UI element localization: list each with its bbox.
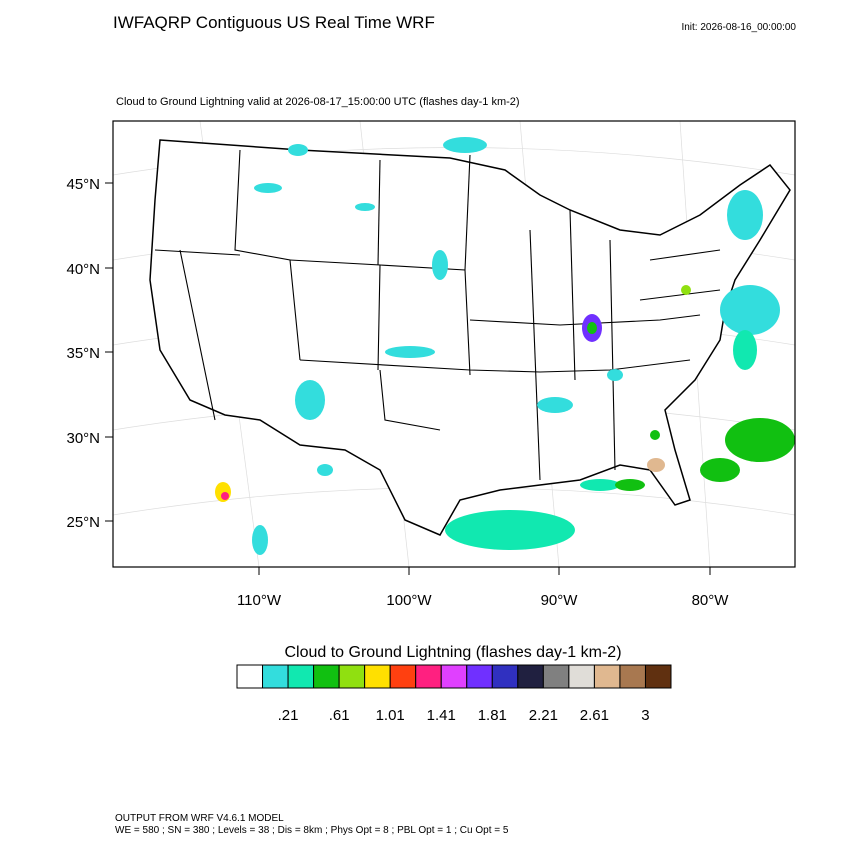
colorbar-label: 3 [641, 707, 649, 724]
lat-label: 45°N [66, 176, 100, 193]
footer-line: WE = 580 ; SN = 380 ; Levels = 38 ; Dis … [115, 825, 509, 836]
colorbar-box [415, 664, 442, 689]
colorbar-title: Cloud to Ground Lightning (flashes day-1… [284, 644, 621, 661]
colorbar-box [619, 664, 646, 689]
lat-label: 30°N [66, 430, 100, 447]
colorbar-box [313, 664, 340, 689]
lat-label: 40°N [66, 261, 100, 278]
map-frame [112, 120, 796, 568]
footer-line: OUTPUT FROM WRF V4.6.1 MODEL [115, 813, 284, 824]
subtitle: Cloud to Ground Lightning valid at 2026-… [116, 96, 520, 108]
colorbar-label: 1.81 [478, 707, 507, 724]
colorbar-box [389, 664, 417, 689]
colorbar-box [644, 664, 672, 689]
colorbar-box [568, 664, 595, 689]
colorbar-box [517, 664, 544, 689]
lightning-light [252, 137, 780, 555]
colorbar-label: .21 [278, 707, 299, 724]
state-lines [154, 149, 721, 481]
lon-label: 110°W [237, 592, 282, 609]
lightning-core [215, 285, 691, 502]
colorbar-box [338, 664, 366, 689]
colorbar-label: 2.21 [529, 707, 558, 724]
colorbar-label: 1.01 [376, 707, 405, 724]
colorbar-box [593, 664, 621, 689]
lon-label: 100°W [386, 592, 432, 609]
colorbar: .21 .61 1.01 1.41 1.81 2.21 2.61 3 [236, 664, 672, 724]
lightning-moderate [445, 330, 757, 550]
colorbar-box [440, 664, 468, 689]
colorbar-box [236, 664, 264, 689]
init-time: Init: 2026-08-16_00:00:00 [681, 22, 796, 33]
title: IWFAQRP Contiguous US Real Time WRF [113, 13, 435, 32]
lat-label: 25°N [66, 514, 100, 531]
colorbar-label: .61 [329, 707, 350, 724]
lon-label: 80°W [692, 592, 730, 609]
lon-label: 90°W [541, 592, 579, 609]
us-outline [149, 139, 791, 536]
colorbar-box [262, 664, 289, 689]
lightning-strong [615, 418, 795, 491]
lat-label: 35°N [66, 345, 100, 362]
colorbar-box [542, 664, 570, 689]
colorbar-label: 1.41 [427, 707, 456, 724]
colorbar-label: 2.61 [580, 707, 609, 724]
colorbar-box [466, 664, 493, 689]
colorbar-box [287, 664, 315, 689]
colorbar-box [491, 664, 519, 689]
map: 45°N 40°N 35°N 30°N 25°N 110°W 100°W 90°W 80°W [66, 120, 796, 609]
colorbar-box [364, 664, 391, 689]
